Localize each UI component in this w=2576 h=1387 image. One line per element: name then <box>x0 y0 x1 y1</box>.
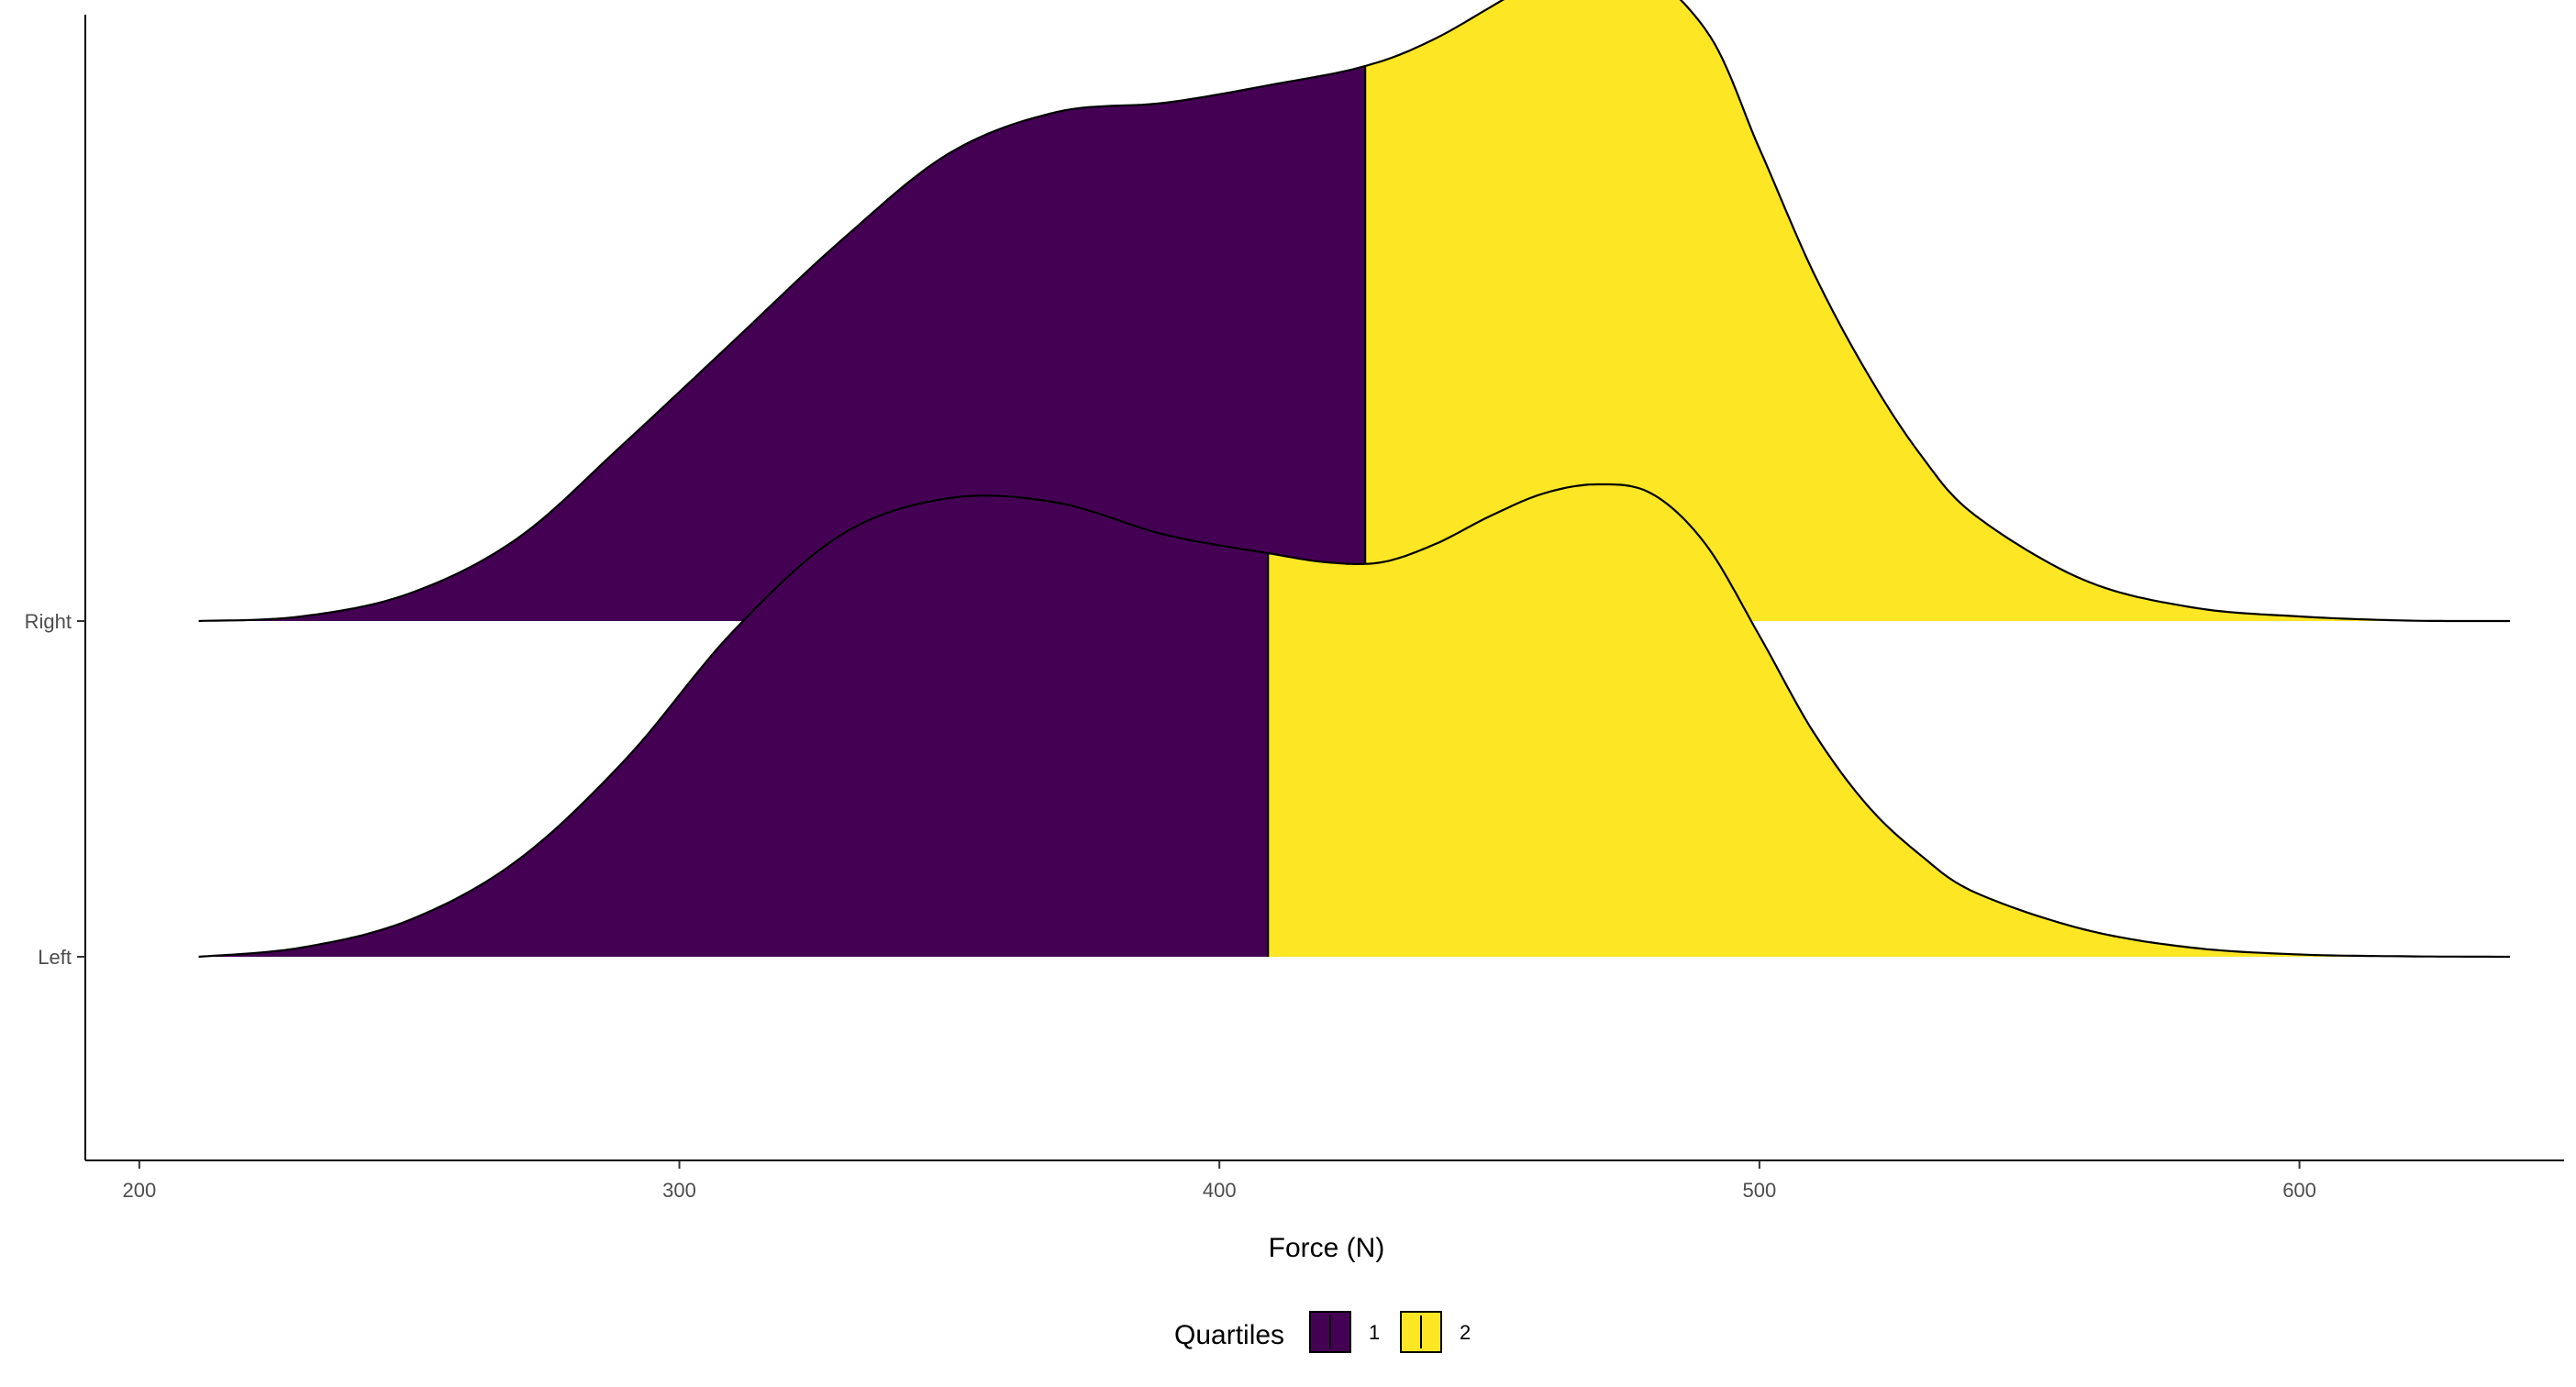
y-ticks-layer: Left Right <box>25 610 85 969</box>
legend-label-2: 2 <box>1460 1321 1471 1344</box>
ridges-layer <box>198 0 2511 959</box>
ridge-left-quartile-2 <box>1268 484 2511 957</box>
x-tick-label: 600 <box>2282 1179 2316 1202</box>
ridge-right-quartile-1 <box>198 66 1366 621</box>
legend: Quartiles 1 2 <box>1174 1311 1471 1353</box>
x-ticks-layer: 200 300 400 500 600 <box>123 1160 2316 1202</box>
ridge-right-quartile-2 <box>1365 0 2511 621</box>
x-axis-title: Force (N) <box>1269 1233 1385 1263</box>
x-tick-label: 300 <box>662 1179 696 1202</box>
x-tick-label: 400 <box>1203 1179 1237 1202</box>
y-tick-label: Right <box>25 610 72 633</box>
y-tick-label: Left <box>38 946 72 969</box>
ridge-right <box>198 0 2511 623</box>
x-tick-label: 500 <box>1743 1179 1777 1202</box>
ridge-left-quartile-1 <box>198 495 1269 957</box>
legend-label-1: 1 <box>1369 1321 1380 1344</box>
legend-title: Quartiles <box>1174 1320 1284 1350</box>
ridge-right-outline <box>198 0 2511 623</box>
x-tick-label: 200 <box>123 1179 157 1202</box>
ridge-left-outline <box>198 483 2511 959</box>
ridge-left <box>198 483 2511 959</box>
axes-layer <box>84 15 2564 1161</box>
